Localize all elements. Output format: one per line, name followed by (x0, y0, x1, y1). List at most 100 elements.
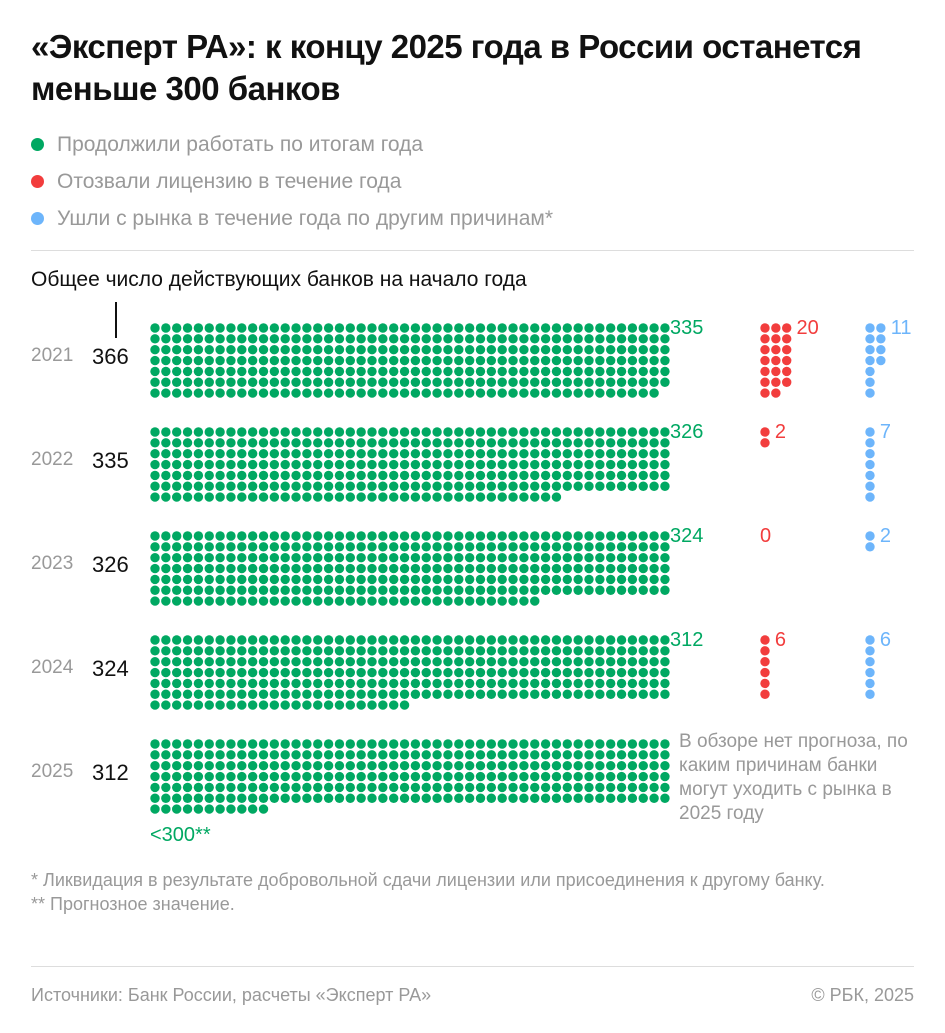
continued-dot (356, 739, 366, 749)
continued-dot (247, 427, 258, 437)
continued-dot (649, 345, 659, 355)
continued-dot (486, 531, 497, 541)
continued-dot (367, 771, 377, 782)
continued-dot (421, 596, 431, 606)
continued-dot (660, 481, 670, 491)
continued-dot (378, 574, 388, 585)
continued-dot (497, 563, 507, 574)
continued-dot (345, 678, 355, 689)
continued-dot (530, 657, 540, 667)
continued-dot (584, 481, 594, 491)
continued-dot (367, 585, 377, 595)
continued-dot (562, 563, 572, 574)
continued-dot (627, 574, 638, 585)
continued-dot (345, 585, 355, 595)
continued-dot (291, 739, 301, 749)
revoked-dot (782, 377, 792, 387)
continued-dot (573, 585, 583, 595)
continued-dot (540, 678, 551, 689)
continued-dot (356, 574, 366, 585)
continued-dot (486, 427, 497, 437)
continued-dot (237, 449, 247, 459)
continued-dot (237, 750, 247, 760)
continued-dot (595, 646, 605, 656)
continued-dot (410, 553, 421, 563)
continued-dot (475, 667, 486, 678)
continued-dot (638, 388, 648, 398)
continued-dot (551, 388, 562, 398)
continued-dot (389, 750, 399, 760)
continued-dot (172, 449, 182, 459)
continued-dot (540, 750, 551, 760)
continued-dot (584, 646, 594, 656)
continued-dot (150, 761, 160, 771)
other-reason-dot (865, 334, 875, 344)
continued-dot (497, 574, 507, 585)
continued-dot (519, 345, 529, 355)
continued-dot (540, 657, 551, 667)
continued-dot (302, 657, 312, 667)
legend-label: Ушли с рынка в течение года по другим пр… (57, 206, 554, 230)
continued-dot (638, 531, 648, 541)
continued-dot (161, 667, 171, 678)
continued-dot (497, 531, 507, 541)
continued-dot (313, 481, 323, 491)
continued-dot (345, 646, 355, 656)
continued-dot (313, 596, 323, 606)
continued-dot (258, 438, 269, 448)
other-reason-dot (865, 377, 875, 387)
continued-dot (356, 334, 366, 344)
continued-dot (595, 585, 605, 595)
continued-dot (378, 635, 388, 645)
continued-dot (584, 388, 594, 398)
continued-dot (356, 427, 366, 437)
continued-dot (573, 459, 583, 470)
continued-dot (345, 553, 355, 563)
continued-dot (454, 449, 464, 459)
continued-dot (530, 553, 540, 563)
continued-dot (269, 585, 280, 595)
continued-dot (204, 635, 214, 645)
continued-dot (399, 366, 410, 377)
continued-dot (584, 635, 594, 645)
continued-dot (595, 657, 605, 667)
continued-dot (627, 678, 638, 689)
continued-dot (616, 585, 627, 595)
continued-dot (280, 700, 290, 710)
continued-dot (508, 782, 518, 793)
continued-dot (378, 667, 388, 678)
revoked-dot (771, 366, 781, 377)
continued-dot (367, 377, 377, 387)
continued-dot (443, 377, 453, 387)
continued-dot (399, 542, 410, 552)
continued-dot (649, 459, 659, 470)
continued-dot (519, 771, 529, 782)
continued-dot (454, 345, 464, 355)
continued-dot (389, 481, 399, 491)
continued-dot (519, 563, 529, 574)
continued-dot (280, 585, 290, 595)
continued-dot (226, 646, 236, 656)
continued-dot (616, 481, 627, 491)
continued-dot (226, 334, 236, 344)
continued-dot (150, 782, 160, 793)
continued-dot (497, 678, 507, 689)
continued-dot (443, 459, 453, 470)
continued-dot (410, 585, 421, 595)
continued-dot (595, 689, 605, 699)
continued-dot (464, 377, 475, 387)
continued-dot (410, 531, 421, 541)
continued-dot (421, 761, 431, 771)
continued-dot (378, 355, 388, 366)
continued-dot (562, 438, 572, 448)
continued-dot (551, 678, 562, 689)
continued-dot (215, 481, 225, 491)
continued-dot (323, 459, 334, 470)
continued-dot (150, 470, 160, 481)
other-reason-dot (876, 355, 886, 366)
continued-dot (172, 667, 182, 678)
continued-dot (573, 377, 583, 387)
continued-dot (258, 739, 269, 749)
continued-dot (172, 771, 182, 782)
continued-dot (638, 635, 648, 645)
